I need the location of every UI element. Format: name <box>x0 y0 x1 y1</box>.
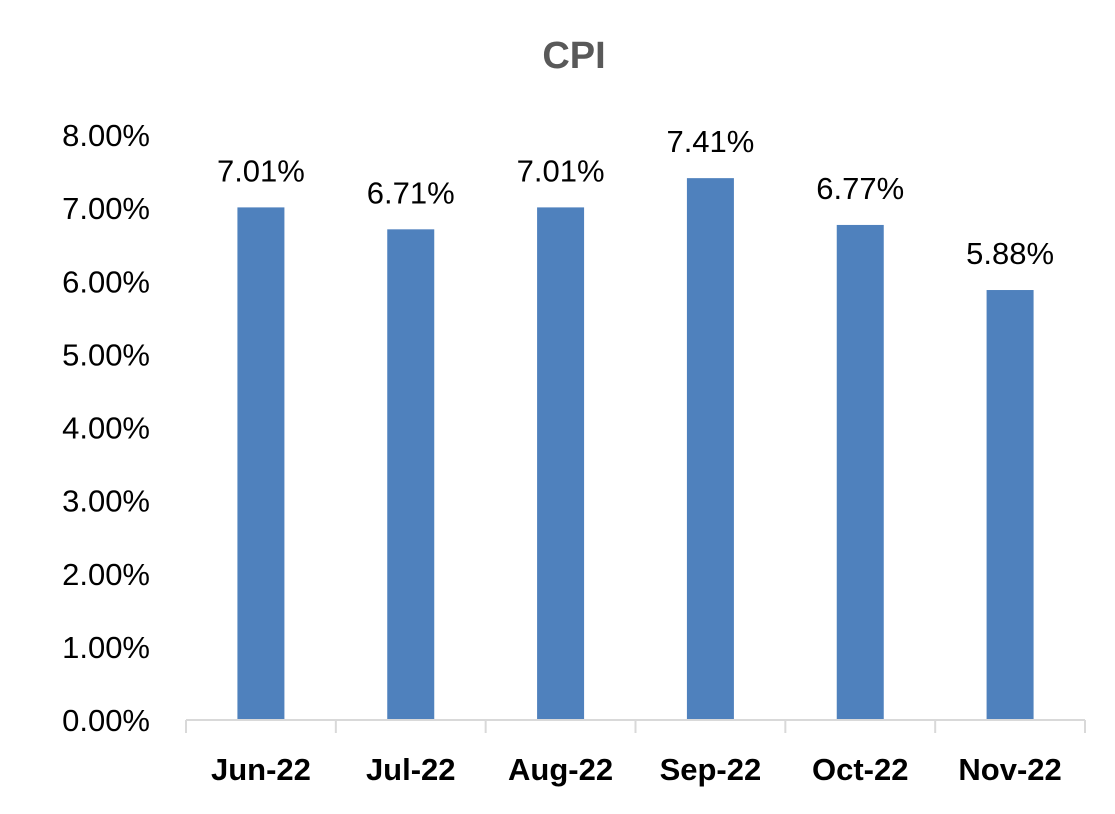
y-tick-label: 0.00% <box>62 703 150 738</box>
data-labels: 7.01% 6.71% 7.01% 7.41% 6.77% 5.88% <box>217 124 1054 271</box>
bar <box>686 178 734 721</box>
bar <box>836 224 884 720</box>
data-label: 5.88% <box>966 236 1054 271</box>
x-tick-label: Sep-22 <box>660 752 762 787</box>
y-tick-label: 8.00% <box>62 118 150 153</box>
bar <box>387 229 435 721</box>
y-tick-label: 1.00% <box>62 630 150 665</box>
y-axis-ticks: 0.00% 1.00% 2.00% 3.00% 4.00% 5.00% 6.00% 7.00%… <box>62 118 150 738</box>
data-label: 6.77% <box>816 171 904 206</box>
y-tick-label: 2.00% <box>62 557 150 592</box>
y-tick-label: 4.00% <box>62 411 150 446</box>
bar-series <box>237 178 1034 721</box>
y-tick-label: 6.00% <box>62 264 150 299</box>
bar <box>986 290 1034 720</box>
y-tick-label: 5.00% <box>62 337 150 372</box>
chart-title: CPI <box>542 35 605 77</box>
x-tick-label: Jul-22 <box>366 752 456 787</box>
bar <box>537 207 585 721</box>
y-tick-label: 7.00% <box>62 191 150 226</box>
data-label: 6.71% <box>367 175 455 210</box>
bar <box>237 207 285 721</box>
x-tick-label: Jun-22 <box>211 752 311 787</box>
x-tick-label: Nov-22 <box>958 752 1061 787</box>
data-label: 7.41% <box>666 124 754 159</box>
x-tick-label: Oct-22 <box>812 752 908 787</box>
x-axis: Jun-22 Jul-22 Aug-22 Sep-22 Oct-22 Nov-22 <box>185 719 1086 787</box>
x-tick-label: Aug-22 <box>508 752 613 787</box>
data-label: 7.01% <box>517 153 605 188</box>
data-label: 7.01% <box>217 153 305 188</box>
y-tick-label: 3.00% <box>62 484 150 519</box>
